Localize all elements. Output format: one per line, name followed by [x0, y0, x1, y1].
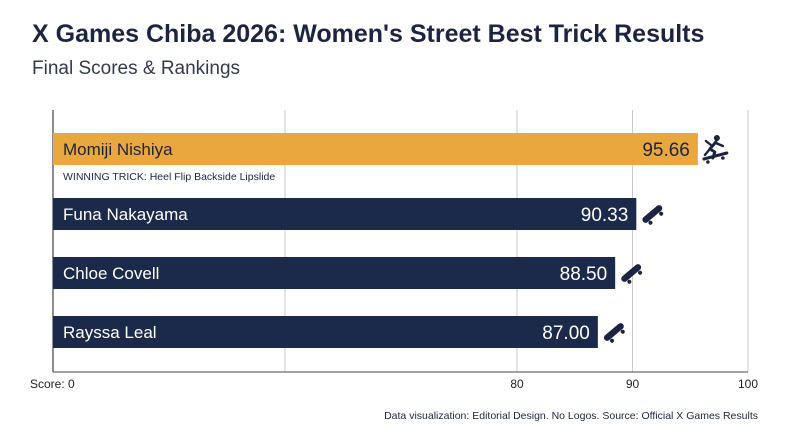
- bar-value-label: 87.00: [542, 323, 590, 344]
- bar-category-label: Momiji Nishiya: [63, 140, 173, 159]
- bar-category-label: Chloe Covell: [63, 264, 159, 283]
- skateboard-icon: [621, 264, 643, 284]
- x-tick-label: 100: [738, 377, 758, 391]
- bar: [53, 198, 637, 230]
- x-tick-label: Score: 0: [30, 377, 75, 391]
- bar: [53, 133, 698, 165]
- bar: [53, 316, 598, 348]
- bar-value-label: 88.50: [560, 264, 608, 285]
- x-tick-label: 80: [510, 377, 524, 391]
- bar-category-label: Funa Nakayama: [63, 205, 188, 224]
- skateboard-icon: [642, 205, 664, 225]
- winning-trick-annotation: WINNING TRICK: Heel Flip Backside Lipsli…: [63, 171, 275, 183]
- bar: [53, 257, 616, 289]
- bar-value-label: 95.66: [642, 140, 690, 161]
- source-footer: Data visualization: Editorial Design. No…: [384, 410, 758, 422]
- skateboard-icon: [603, 323, 625, 343]
- chart-subtitle: Final Scores & Rankings: [32, 58, 241, 79]
- skateboarder-icon: [702, 135, 729, 164]
- bar-value-label: 90.33: [581, 205, 629, 226]
- chart-title: X Games Chiba 2026: Women's Street Best …: [32, 20, 705, 48]
- x-tick-label: 90: [626, 377, 640, 391]
- bar-category-label: Rayssa Leal: [63, 323, 157, 342]
